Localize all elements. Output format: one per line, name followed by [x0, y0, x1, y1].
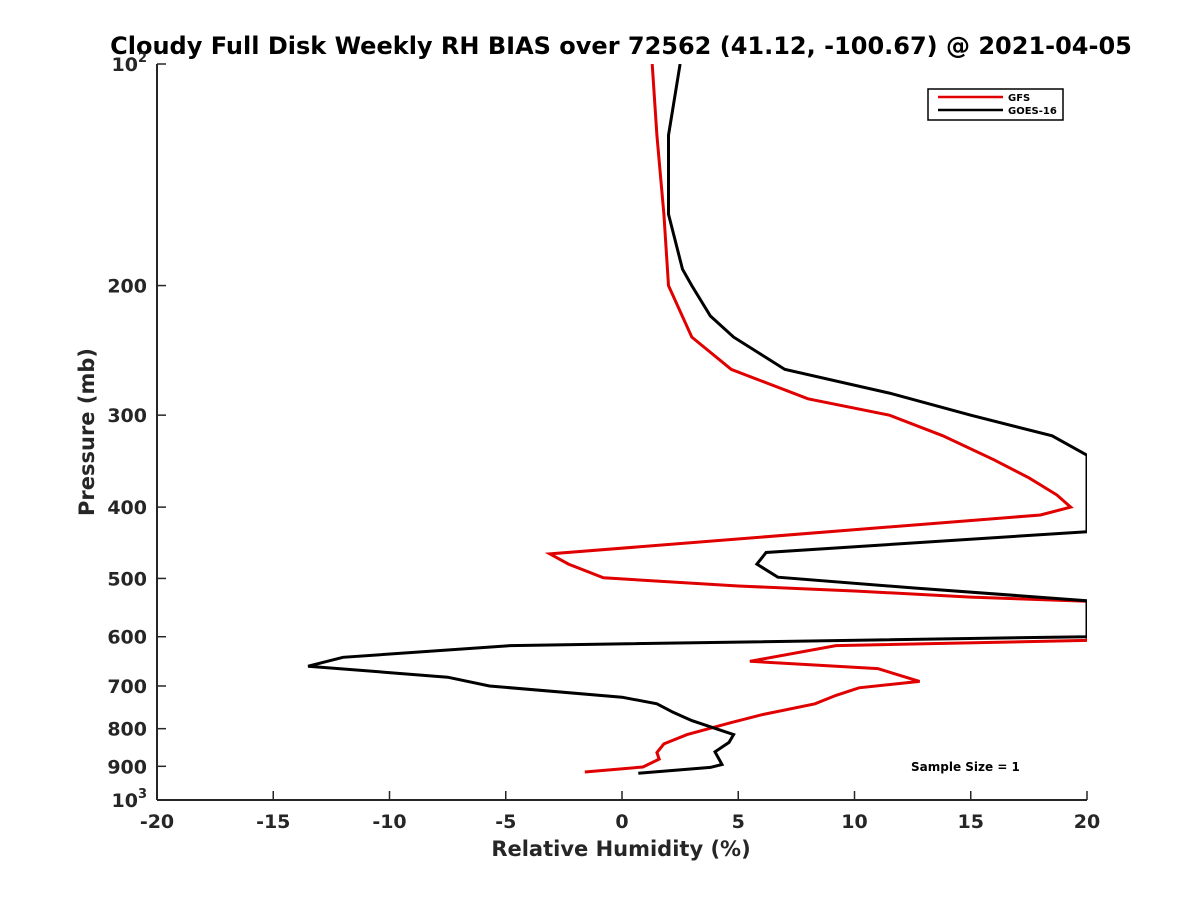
legend: GFS GOES-16 — [927, 88, 1064, 121]
legend-label-gfs: GFS — [1008, 93, 1030, 104]
y-tick-label: 900 — [107, 756, 147, 778]
x-tick-label: -15 — [256, 811, 290, 833]
y-tick-label: 800 — [107, 719, 147, 741]
y-tick-label: 400 — [107, 497, 147, 519]
legend-box — [927, 88, 1064, 121]
chart-title: Cloudy Full Disk Weekly RH BIAS over 725… — [110, 32, 1132, 60]
legend-label-goes-16: GOES-16 — [1008, 106, 1057, 117]
x-tick-label: -10 — [372, 811, 406, 833]
y-tick-label: 300 — [107, 405, 147, 427]
y-tick-label: 200 — [107, 276, 147, 298]
x-ticks: -20 -15 -10 -5 0 5 10 15 20 — [140, 791, 1100, 833]
x-axis-label: Relative Humidity (%) — [491, 837, 750, 861]
series-line-goes-16 — [307, 64, 1087, 775]
y-tick-label: 700 — [107, 676, 147, 698]
y-axis-label: Pressure (mb) — [75, 348, 99, 516]
y-tick-label: 103 — [112, 787, 148, 812]
x-tick-label: -5 — [495, 811, 516, 833]
x-tick-label: -20 — [140, 811, 174, 833]
x-tick-label: 15 — [958, 811, 984, 833]
y-ticks: 102 200 300 400 500 600 700 800 900 103 — [107, 51, 166, 812]
x-tick-label: 20 — [1074, 811, 1100, 833]
sample-size-annotation: Sample Size = 1 — [911, 760, 1020, 774]
x-tick-label: 10 — [841, 811, 867, 833]
y-tick-label: 500 — [107, 568, 147, 590]
plot-lines — [307, 64, 1087, 775]
x-tick-label: 5 — [732, 811, 745, 833]
y-tick-label: 102 — [112, 51, 148, 76]
y-tick-label: 600 — [107, 627, 147, 649]
series-line-gfs — [544, 64, 1087, 774]
x-tick-label: 0 — [615, 811, 628, 833]
